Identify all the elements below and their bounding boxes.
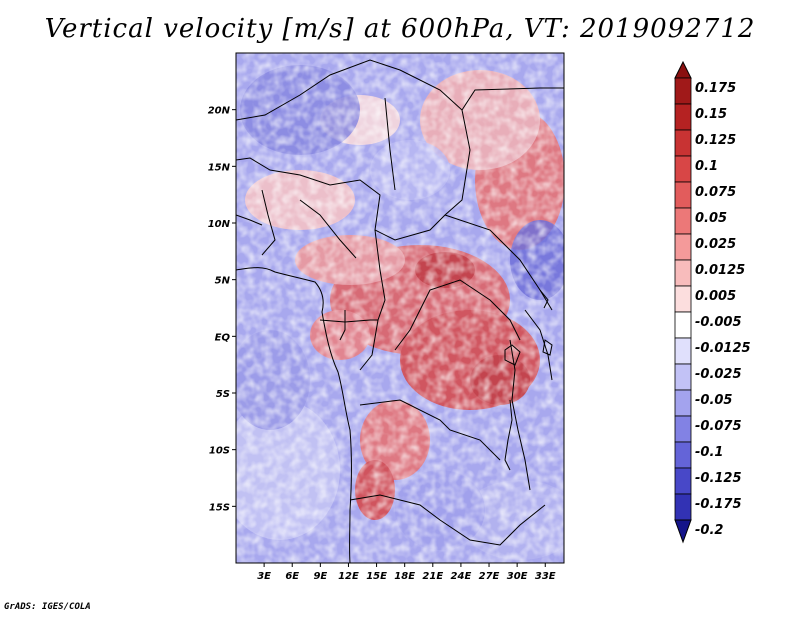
lon-tick-label: 18E bbox=[394, 571, 415, 582]
colorbar-swatch bbox=[674, 233, 692, 261]
lon-tick-label: 30E bbox=[507, 571, 528, 582]
lon-tick-label: 33E bbox=[535, 571, 556, 582]
colorbar-label: -0.025 bbox=[695, 367, 742, 382]
colorbar-label: 0.075 bbox=[695, 185, 736, 200]
colorbar-swatch bbox=[674, 129, 692, 157]
colorbar-label: 0.175 bbox=[695, 81, 736, 96]
political-boundaries bbox=[236, 59, 564, 563]
lon-tick-label: 27E bbox=[479, 571, 500, 582]
colorbar-swatch bbox=[674, 181, 692, 209]
lon-tick-label: 6E bbox=[285, 571, 299, 582]
lon-tick-label: 3E bbox=[257, 571, 271, 582]
map-frame bbox=[235, 52, 565, 564]
lon-tick-label: 9E bbox=[313, 571, 327, 582]
colorbar-label: 0.125 bbox=[695, 133, 736, 148]
lon-tick-label: 15E bbox=[366, 571, 387, 582]
colorbar-swatch bbox=[674, 103, 692, 131]
colorbar-bottom-cap bbox=[674, 519, 692, 544]
colorbar-label: 0.025 bbox=[695, 237, 736, 252]
colorbar-swatch bbox=[674, 467, 692, 495]
lon-tick-label: 21E bbox=[422, 571, 443, 582]
chart-title: Vertical velocity [m/s] at 600hPa, VT: 2… bbox=[44, 14, 756, 44]
colorbar-swatch bbox=[674, 441, 692, 469]
colorbar-label: -0.0125 bbox=[695, 341, 751, 356]
lat-tick-label: 20N bbox=[208, 106, 231, 117]
lat-tick-label: 15N bbox=[208, 162, 231, 173]
colorbar-top-cap bbox=[674, 60, 692, 79]
lat-tick-label: EQ bbox=[215, 332, 231, 343]
colorbar-label: -0.2 bbox=[695, 523, 723, 538]
colorbar-swatch bbox=[674, 311, 692, 339]
colorbar-swatch bbox=[674, 207, 692, 235]
lakes bbox=[504, 289, 553, 471]
colorbar-label: -0.125 bbox=[695, 471, 742, 486]
lat-tick-label: 5N bbox=[215, 276, 231, 287]
field-texture bbox=[236, 53, 564, 563]
colorbar-label: 0.0125 bbox=[695, 263, 745, 278]
colorbar-swatch bbox=[674, 337, 692, 365]
colorbar-label: -0.175 bbox=[695, 497, 742, 512]
colorbar-label: -0.1 bbox=[695, 445, 723, 460]
colorbar-swatch bbox=[674, 389, 692, 417]
colorbar-swatch bbox=[674, 415, 692, 443]
colorbar-swatch bbox=[674, 285, 692, 313]
map-axes: 3E 6E 9E 12E 15E 18E 21E 24E 27E 30E 33E 20N 15N 10N 5… bbox=[208, 106, 556, 582]
colorbar-label: -0.075 bbox=[695, 419, 742, 434]
lat-tick-label: 15S bbox=[209, 502, 230, 513]
colorbar-label: 0.15 bbox=[695, 107, 727, 122]
colorbar-swatch bbox=[674, 259, 692, 287]
colorbar-label: -0.05 bbox=[695, 393, 732, 408]
lat-tick-label: 5S bbox=[216, 389, 230, 400]
colorbar-swatch bbox=[674, 155, 692, 183]
lon-tick-label: 12E bbox=[338, 571, 359, 582]
colorbar-swatch bbox=[674, 493, 692, 521]
lon-tick-label: 24E bbox=[451, 571, 472, 582]
lat-tick-label: 10S bbox=[209, 446, 230, 457]
colorbar-label: 0.005 bbox=[695, 289, 736, 304]
credit-label: GrADS: IGES/COLA bbox=[4, 602, 91, 612]
colorbar-swatch bbox=[674, 77, 692, 105]
colorbar-label: 0.1 bbox=[695, 159, 718, 174]
colorbar-label: -0.005 bbox=[695, 315, 742, 330]
colorbar-swatch bbox=[674, 363, 692, 391]
colorbar: 0.175 0.15 0.125 0.1 0.075 0.05 0.025 0.0125 0.0… bbox=[674, 60, 751, 544]
lat-tick-label: 10N bbox=[208, 219, 231, 230]
colorbar-label: 0.05 bbox=[695, 211, 727, 226]
map-panel bbox=[236, 53, 564, 563]
